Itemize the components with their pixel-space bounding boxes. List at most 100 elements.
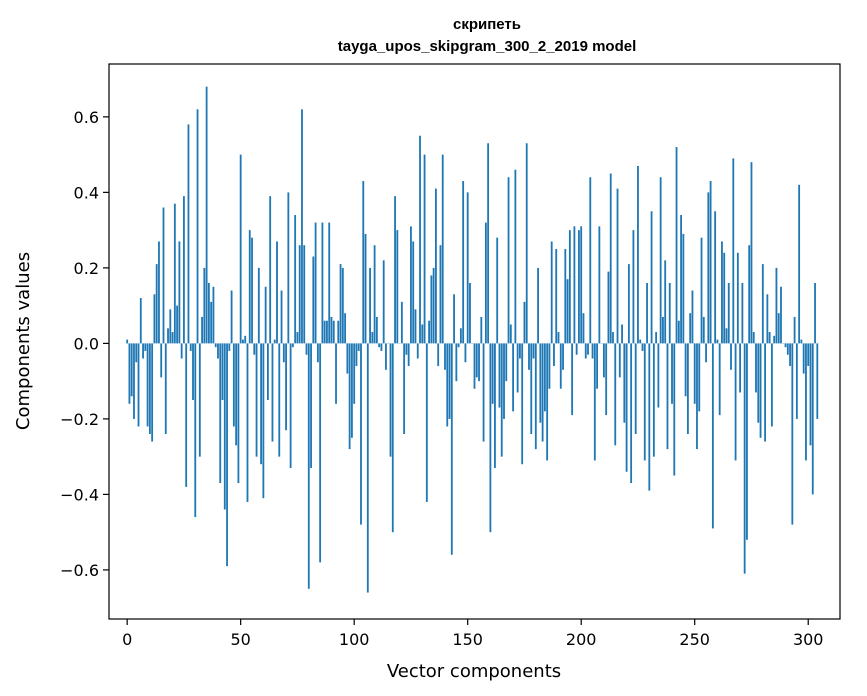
bar: [187, 124, 190, 344]
bar: [396, 230, 399, 344]
bar: [296, 332, 299, 344]
bar: [696, 343, 698, 450]
bar: [512, 343, 515, 412]
bar: [430, 275, 433, 344]
bar: [487, 143, 490, 344]
bar: [305, 343, 308, 355]
bar: [618, 343, 621, 378]
bar: [298, 245, 301, 344]
bar: [375, 316, 378, 344]
bar: [589, 177, 592, 344]
x-tick-label: 100: [339, 630, 370, 649]
bar: [505, 343, 508, 382]
bar: [707, 192, 710, 344]
bar: [528, 343, 530, 370]
bar: [371, 332, 374, 344]
bar: [153, 294, 156, 344]
bar: [718, 343, 721, 416]
bar: [323, 320, 326, 344]
bar: [777, 313, 780, 344]
bar: [816, 343, 819, 419]
bar: [321, 222, 324, 344]
bar: [780, 286, 782, 344]
bar: [133, 343, 135, 419]
bar: [598, 226, 601, 344]
bar: [242, 339, 244, 344]
bar: [752, 332, 755, 344]
bar: [732, 158, 735, 344]
bar: [814, 282, 816, 344]
bar: [491, 343, 494, 404]
bar: [248, 230, 251, 344]
bar: [255, 343, 258, 457]
bar: [489, 343, 492, 533]
bar: [232, 343, 235, 427]
bar: [378, 343, 381, 348]
bar: [562, 343, 564, 370]
bar: [437, 343, 440, 367]
bar: [142, 343, 144, 359]
bar: [723, 252, 726, 344]
bar: [455, 343, 458, 382]
bar: [441, 154, 444, 344]
bar: [459, 328, 462, 344]
bar: [176, 305, 179, 344]
bar: [385, 343, 387, 370]
bar: [757, 343, 760, 423]
bar: [244, 335, 247, 344]
bar: [360, 343, 362, 525]
bar: [273, 339, 276, 344]
bar: [391, 343, 394, 533]
bar: [130, 343, 133, 397]
bar: [389, 343, 392, 457]
bar: [573, 226, 576, 344]
bar: [537, 267, 539, 344]
bar: [725, 328, 728, 344]
bar: [230, 290, 233, 344]
bar: [287, 192, 290, 344]
bar: [178, 241, 181, 344]
bar: [686, 343, 689, 434]
bar: [285, 343, 287, 431]
x-axis-label: Vector components: [387, 661, 561, 682]
bar: [282, 343, 285, 363]
bars-group: [126, 86, 819, 593]
bar: [702, 316, 705, 344]
bar: [494, 343, 496, 468]
bar: [691, 290, 694, 344]
bar: [169, 309, 172, 344]
bar: [419, 135, 421, 344]
bar: [643, 343, 646, 461]
bar: [421, 324, 424, 344]
bar: [711, 343, 714, 529]
bar: [353, 343, 356, 404]
y-tick-label: 0.2: [74, 259, 99, 278]
bar: [587, 343, 589, 355]
bar: [439, 245, 442, 344]
x-tick-label: 0: [122, 630, 132, 649]
bar: [800, 339, 803, 344]
bar: [677, 320, 680, 344]
bar: [480, 316, 483, 344]
bar: [212, 286, 215, 344]
bar: [469, 282, 471, 344]
x-tick-label: 200: [566, 630, 597, 649]
bar: [596, 343, 598, 389]
bar: [693, 343, 696, 404]
bar: [269, 196, 272, 344]
y-tick-label: −0.2: [60, 410, 99, 429]
bar: [219, 343, 222, 484]
bar: [534, 343, 537, 450]
bar: [614, 343, 617, 446]
bar: [291, 343, 294, 348]
bar: [139, 298, 142, 344]
bar: [484, 222, 487, 344]
bar: [423, 154, 426, 344]
x-tick-label: 50: [230, 630, 250, 649]
bar: [671, 343, 673, 404]
bar: [602, 343, 605, 378]
bar: [171, 332, 174, 344]
bar: [650, 211, 653, 344]
bar: [214, 343, 217, 348]
bar: [668, 282, 671, 344]
